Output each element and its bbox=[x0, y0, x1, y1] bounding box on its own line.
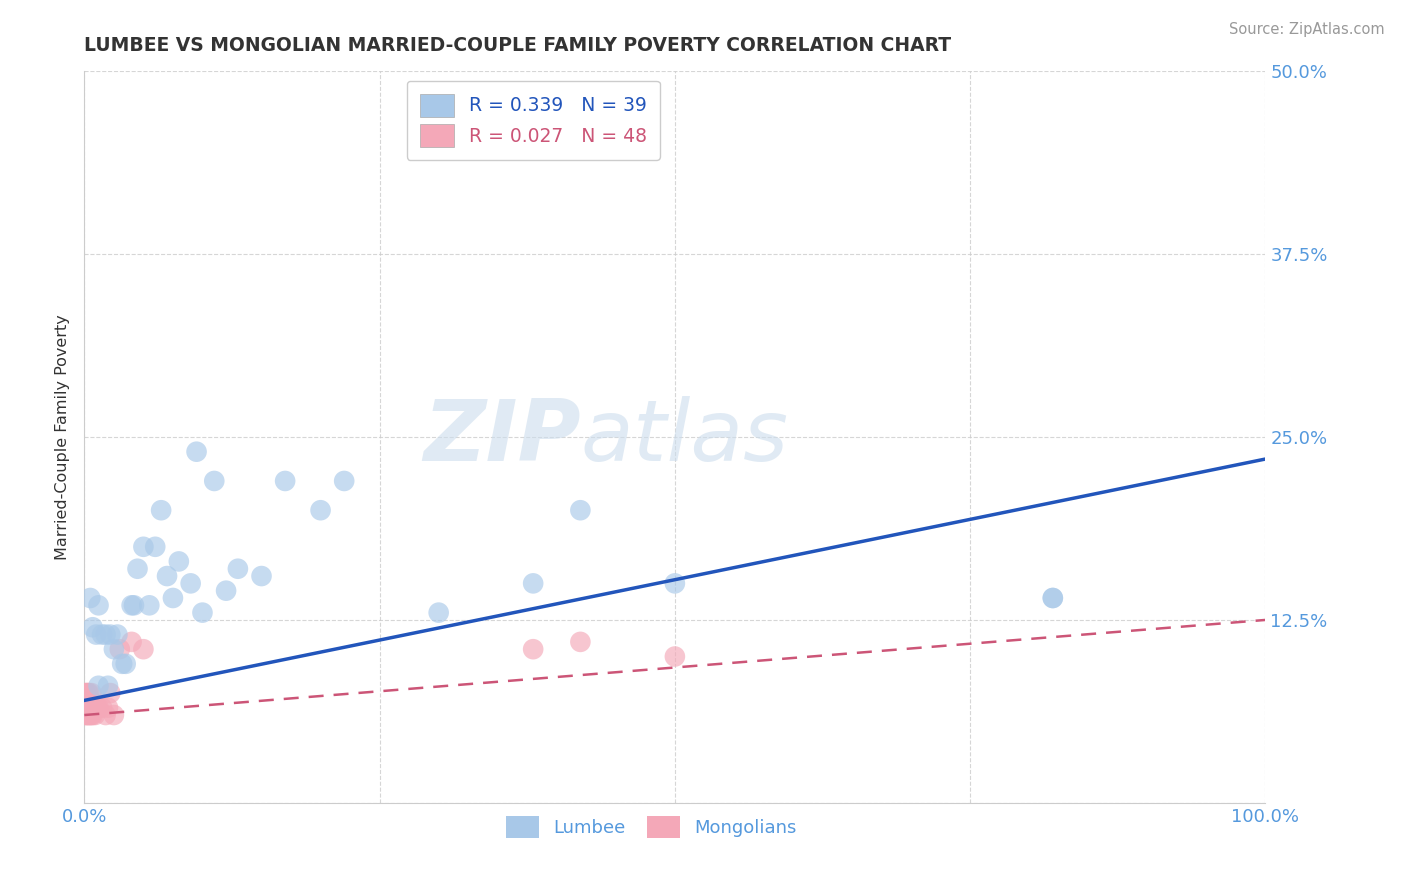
Point bbox=[84, 627, 107, 641]
Point bbox=[121, 599, 143, 613]
Point bbox=[82, 708, 104, 723]
Text: LUMBEE VS MONGOLIAN MARRIED-COUPLE FAMILY POVERTY CORRELATION CHART: LUMBEE VS MONGOLIAN MARRIED-COUPLE FAMIL… bbox=[84, 36, 952, 54]
Point bbox=[75, 700, 97, 714]
Point bbox=[75, 693, 97, 707]
Point bbox=[77, 698, 100, 712]
Point bbox=[167, 554, 190, 568]
Point bbox=[522, 642, 544, 657]
Point bbox=[664, 649, 686, 664]
Point bbox=[82, 700, 104, 714]
Point bbox=[76, 708, 98, 723]
Point bbox=[84, 708, 107, 723]
Point bbox=[138, 599, 160, 613]
Point bbox=[77, 686, 100, 700]
Point bbox=[132, 642, 155, 657]
Point bbox=[97, 679, 120, 693]
Point bbox=[522, 576, 544, 591]
Text: ZIP: ZIP bbox=[423, 395, 581, 479]
Point bbox=[191, 606, 214, 620]
Point bbox=[156, 569, 179, 583]
Point bbox=[87, 700, 110, 714]
Point bbox=[427, 606, 450, 620]
Point bbox=[79, 591, 101, 605]
Point bbox=[76, 693, 98, 707]
Point bbox=[77, 704, 100, 718]
Point bbox=[76, 686, 98, 700]
Point bbox=[77, 686, 100, 700]
Point bbox=[80, 686, 103, 700]
Point bbox=[103, 642, 125, 657]
Point bbox=[77, 708, 100, 723]
Point bbox=[121, 635, 143, 649]
Point bbox=[79, 700, 101, 714]
Point bbox=[122, 599, 145, 613]
Point bbox=[250, 569, 273, 583]
Point bbox=[97, 700, 120, 714]
Point bbox=[75, 686, 97, 700]
Point bbox=[79, 693, 101, 707]
Point bbox=[127, 562, 149, 576]
Point bbox=[80, 708, 103, 723]
Text: Source: ZipAtlas.com: Source: ZipAtlas.com bbox=[1229, 22, 1385, 37]
Point bbox=[226, 562, 249, 576]
Point bbox=[309, 503, 332, 517]
Point bbox=[111, 657, 134, 671]
Point bbox=[114, 657, 136, 671]
Point bbox=[77, 705, 100, 719]
Point bbox=[80, 700, 103, 714]
Point bbox=[79, 708, 101, 723]
Point bbox=[75, 708, 97, 723]
Point bbox=[202, 474, 225, 488]
Point bbox=[569, 635, 592, 649]
Point bbox=[94, 708, 117, 723]
Legend: Lumbee, Mongolians: Lumbee, Mongolians bbox=[499, 808, 804, 845]
Point bbox=[98, 686, 121, 700]
Point bbox=[98, 627, 121, 641]
Point bbox=[569, 503, 592, 517]
Point bbox=[77, 693, 100, 707]
Point bbox=[108, 642, 131, 657]
Point bbox=[87, 599, 110, 613]
Point bbox=[94, 627, 117, 641]
Point bbox=[91, 700, 114, 714]
Point bbox=[87, 679, 110, 693]
Point bbox=[215, 583, 238, 598]
Point bbox=[76, 704, 98, 718]
Point bbox=[84, 700, 107, 714]
Point bbox=[143, 540, 166, 554]
Point bbox=[77, 700, 100, 714]
Point bbox=[162, 591, 184, 605]
Point bbox=[1042, 591, 1064, 605]
Point bbox=[86, 700, 108, 714]
Point bbox=[107, 627, 129, 641]
Point bbox=[132, 540, 155, 554]
Point bbox=[150, 503, 173, 517]
Point bbox=[77, 705, 100, 719]
Point bbox=[82, 620, 104, 634]
Point bbox=[76, 698, 98, 712]
Point bbox=[664, 576, 686, 591]
Point bbox=[1042, 591, 1064, 605]
Point bbox=[76, 700, 98, 714]
Point bbox=[77, 708, 100, 723]
Y-axis label: Married-Couple Family Poverty: Married-Couple Family Poverty bbox=[55, 314, 70, 560]
Point bbox=[274, 474, 297, 488]
Point bbox=[76, 705, 98, 719]
Point bbox=[91, 627, 114, 641]
Point bbox=[77, 693, 100, 707]
Point bbox=[180, 576, 202, 591]
Point bbox=[333, 474, 356, 488]
Point bbox=[103, 708, 125, 723]
Point bbox=[75, 700, 97, 714]
Point bbox=[186, 444, 208, 458]
Point bbox=[83, 700, 105, 714]
Text: atlas: atlas bbox=[581, 395, 789, 479]
Point bbox=[77, 700, 100, 714]
